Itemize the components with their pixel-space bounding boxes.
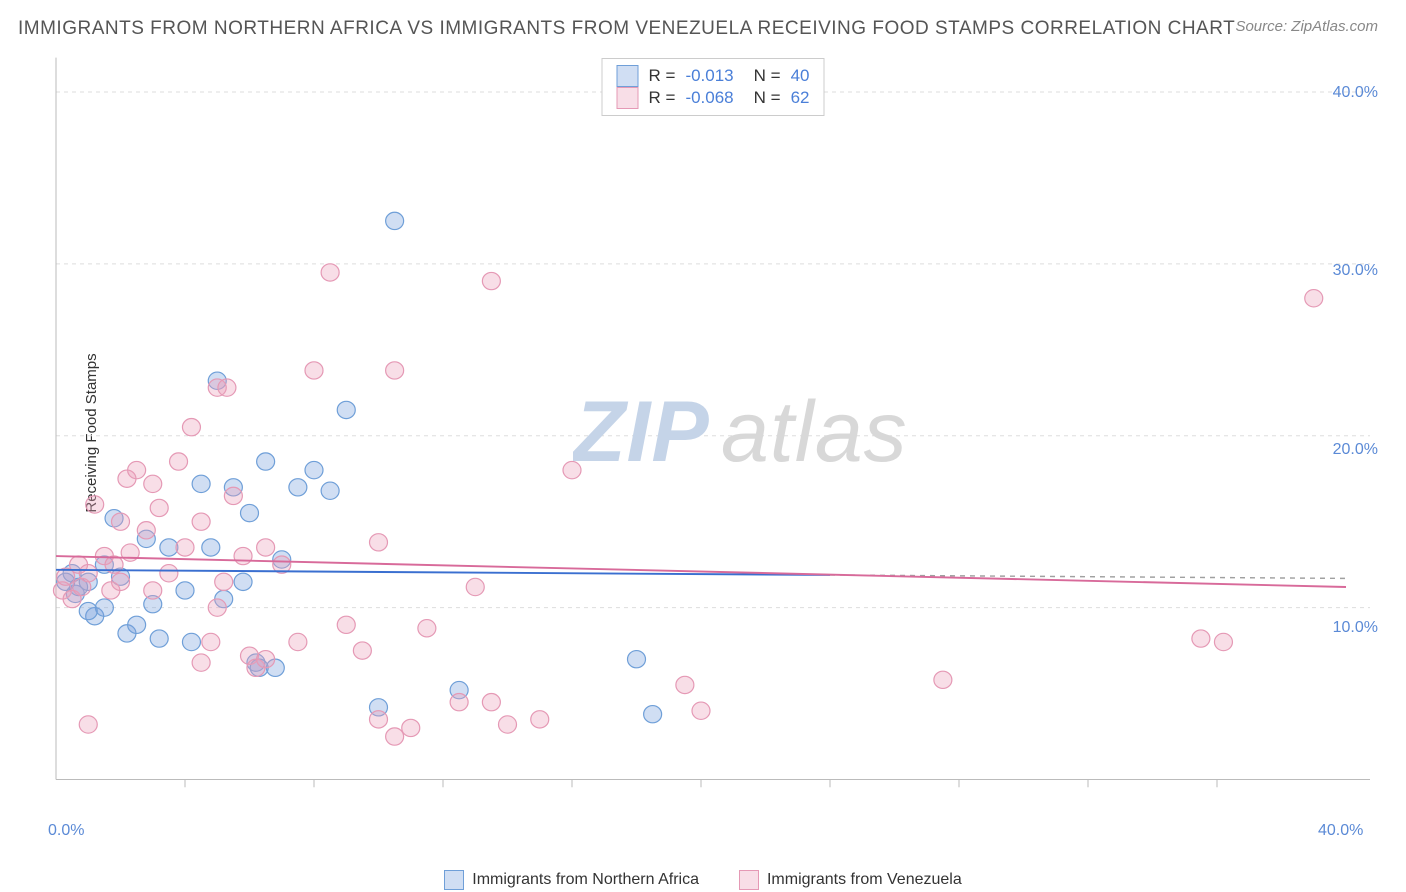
legend-swatch [617,87,639,109]
n-label: N = [754,88,781,108]
x-tick-label: 0.0% [48,822,84,840]
scatter-plot [50,48,1376,818]
legend-swatch [617,65,639,87]
x-tick-label: 40.0% [1318,822,1363,840]
legend-label: Immigrants from Venezuela [767,871,962,889]
header: IMMIGRANTS FROM NORTHERN AFRICA VS IMMIG… [0,0,1406,48]
n-value: 40 [791,66,810,86]
y-tick-label: 40.0% [1333,84,1378,102]
legend-swatch [739,870,759,890]
y-tick-label: 10.0% [1333,619,1378,637]
source-attribution: Source: ZipAtlas.com [1235,18,1378,35]
series-legend: Immigrants from Northern Africa Immigrant… [0,870,1406,890]
legend-label: Immigrants from Northern Africa [472,871,699,889]
chart-title: IMMIGRANTS FROM NORTHERN AFRICA VS IMMIG… [18,18,1235,40]
legend-item: Immigrants from Venezuela [739,870,962,890]
r-value: -0.013 [685,66,733,86]
legend-swatch [444,870,464,890]
correlation-legend-row: R = -0.068 N = 62 [617,87,810,109]
y-tick-label: 30.0% [1333,262,1378,280]
n-label: N = [754,66,781,86]
r-value: -0.068 [685,88,733,108]
r-label: R = [649,66,676,86]
correlation-legend-row: R = -0.013 N = 40 [617,65,810,87]
correlation-legend: R = -0.013 N = 40 R = -0.068 N = 62 [602,58,825,116]
chart-area: Receiving Food Stamps ZIP atlas R =-0.01… [50,48,1376,818]
legend-item: Immigrants from Northern Africa [444,870,699,890]
r-label: R = [649,88,676,108]
y-tick-label: 20.0% [1333,441,1378,459]
n-value: 62 [791,88,810,108]
